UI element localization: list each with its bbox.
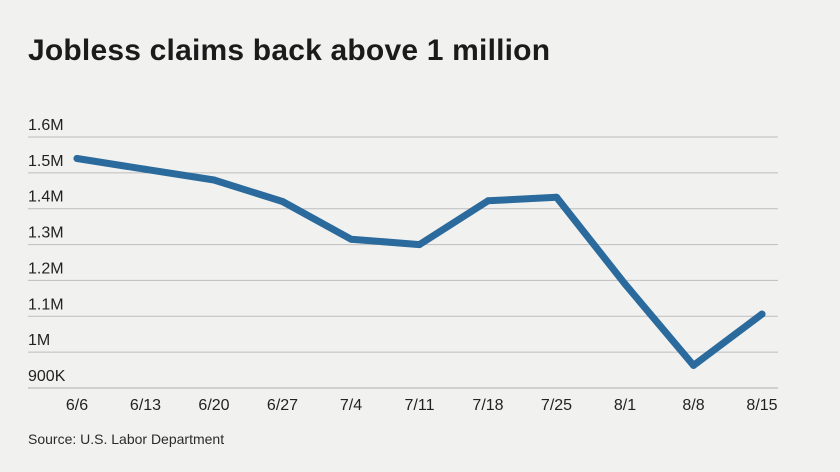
x-axis-tick-labels: 6/6 6/13 6/20 6/27 7/4 7/11 7/18 7/25 8/1 8/8 8/15 (66, 397, 778, 414)
data-point (210, 176, 218, 184)
x-tick-label: 7/25 (541, 397, 572, 414)
x-tick-label: 6/20 (198, 397, 229, 414)
y-tick-label: 1.2M (28, 260, 64, 277)
chart-title: Jobless claims back above 1 million (28, 34, 551, 67)
data-point (484, 197, 492, 205)
data-point (73, 155, 81, 163)
data-point (553, 193, 560, 201)
data-point (758, 310, 766, 318)
x-tick-label: 6/13 (130, 397, 161, 414)
y-tick-label: 1.3M (28, 225, 64, 242)
series-layer (73, 155, 766, 369)
data-point (279, 198, 286, 206)
y-tick-label: 1.6M (28, 117, 64, 134)
x-tick-label: 7/18 (472, 397, 503, 414)
x-tick-label: 8/1 (614, 397, 636, 414)
source-note: Source: U.S. Labor Department (28, 431, 225, 447)
x-tick-label: 8/15 (746, 397, 777, 414)
x-tick-label: 6/6 (66, 397, 88, 414)
data-point (416, 241, 423, 249)
x-tick-label: 7/11 (405, 397, 435, 414)
y-tick-label: 1.4M (28, 189, 64, 206)
data-point (621, 280, 629, 288)
y-tick-label: 1M (28, 332, 50, 349)
y-tick-label: 1.1M (28, 296, 64, 313)
gridlines (28, 136, 778, 389)
data-point (347, 235, 355, 243)
y-tick-label: 1.5M (28, 153, 64, 170)
x-tick-label: 7/4 (340, 397, 362, 414)
x-tick-label: 8/8 (682, 397, 704, 414)
series-line (73, 155, 766, 369)
x-tick-label: 6/27 (267, 397, 298, 414)
data-point (142, 165, 149, 173)
y-axis-tick-labels: 1.6M 1.5M 1.4M 1.3M 1.2M 1.1M 1M 900K (28, 117, 66, 385)
y-tick-label: 900K (28, 368, 66, 385)
data-point (690, 361, 697, 369)
